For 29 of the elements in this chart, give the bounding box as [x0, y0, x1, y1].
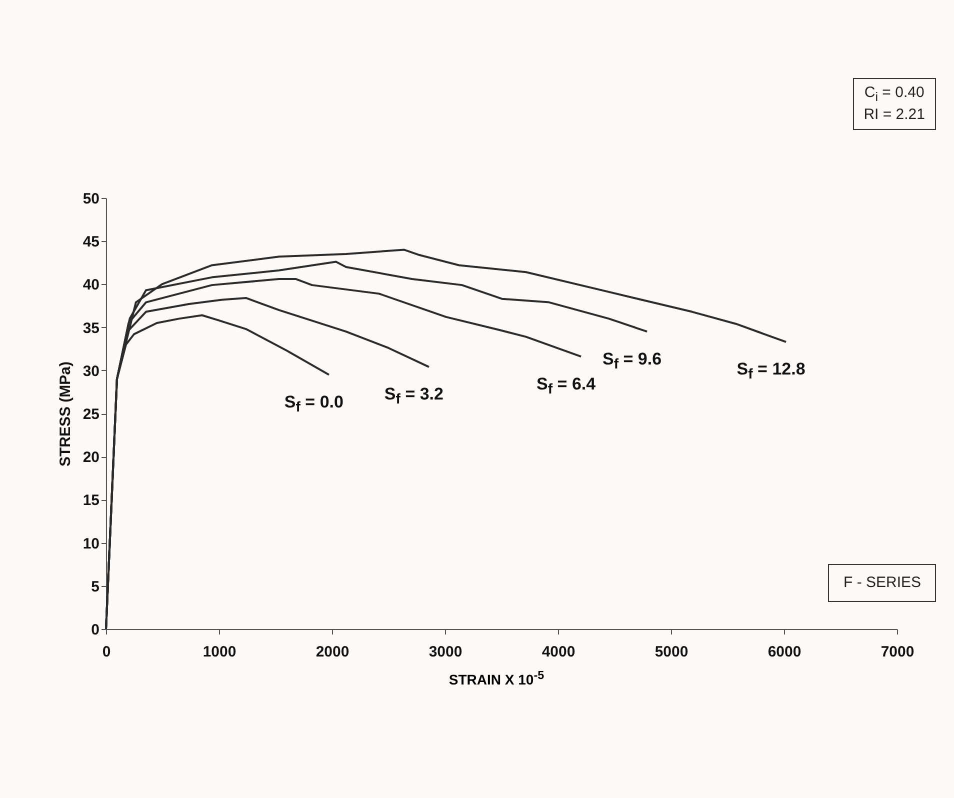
y-tick-label: 10 — [82, 535, 100, 552]
series-label: S$_{f}$ = 12.8 — [736, 359, 806, 383]
y-tick-label: 45 — [82, 234, 100, 251]
y-tick-label: 25 — [82, 406, 100, 423]
series-label: S$_{f}$ = 0.0 — [284, 392, 344, 416]
x-tick-label: 4000 — [542, 644, 576, 660]
text: C$_{i}$ = 0.40 — [864, 84, 924, 104]
x-tick-label: 5000 — [654, 644, 688, 660]
x-tick-label: 3000 — [428, 644, 462, 660]
x-tick-label: 1000 — [202, 644, 236, 660]
y-tick-label: 5 — [91, 578, 100, 596]
y-tick-label: 40 — [82, 276, 100, 294]
y-tick-label: 0 — [91, 622, 100, 638]
text: RI = 2.21 — [864, 106, 925, 124]
series-label: S$_{f}$ = 3.2 — [384, 384, 444, 408]
y-tick-label: 30 — [82, 362, 100, 380]
x-tick-label: 0 — [102, 644, 111, 660]
y-tick-label: 50 — [82, 190, 100, 208]
series-label: S$_{f}$ = 6.4 — [536, 374, 596, 398]
series-label: S$_{f}$ = 9.6 — [602, 348, 662, 372]
annotation: F - SERIES — [828, 564, 936, 602]
x-axis-title: STRAIN X 10$^{-5}$ — [448, 669, 544, 688]
y-tick-label: 35 — [82, 320, 100, 337]
y-axis-title: STRESS (MPa) — [56, 361, 74, 467]
x-tick-label: 2000 — [316, 644, 350, 660]
y-tick-label: 15 — [82, 492, 100, 510]
x-tick-label: 6000 — [768, 644, 802, 660]
y-tick-label: 20 — [82, 449, 100, 466]
x-tick-label: 7000 — [880, 644, 914, 660]
